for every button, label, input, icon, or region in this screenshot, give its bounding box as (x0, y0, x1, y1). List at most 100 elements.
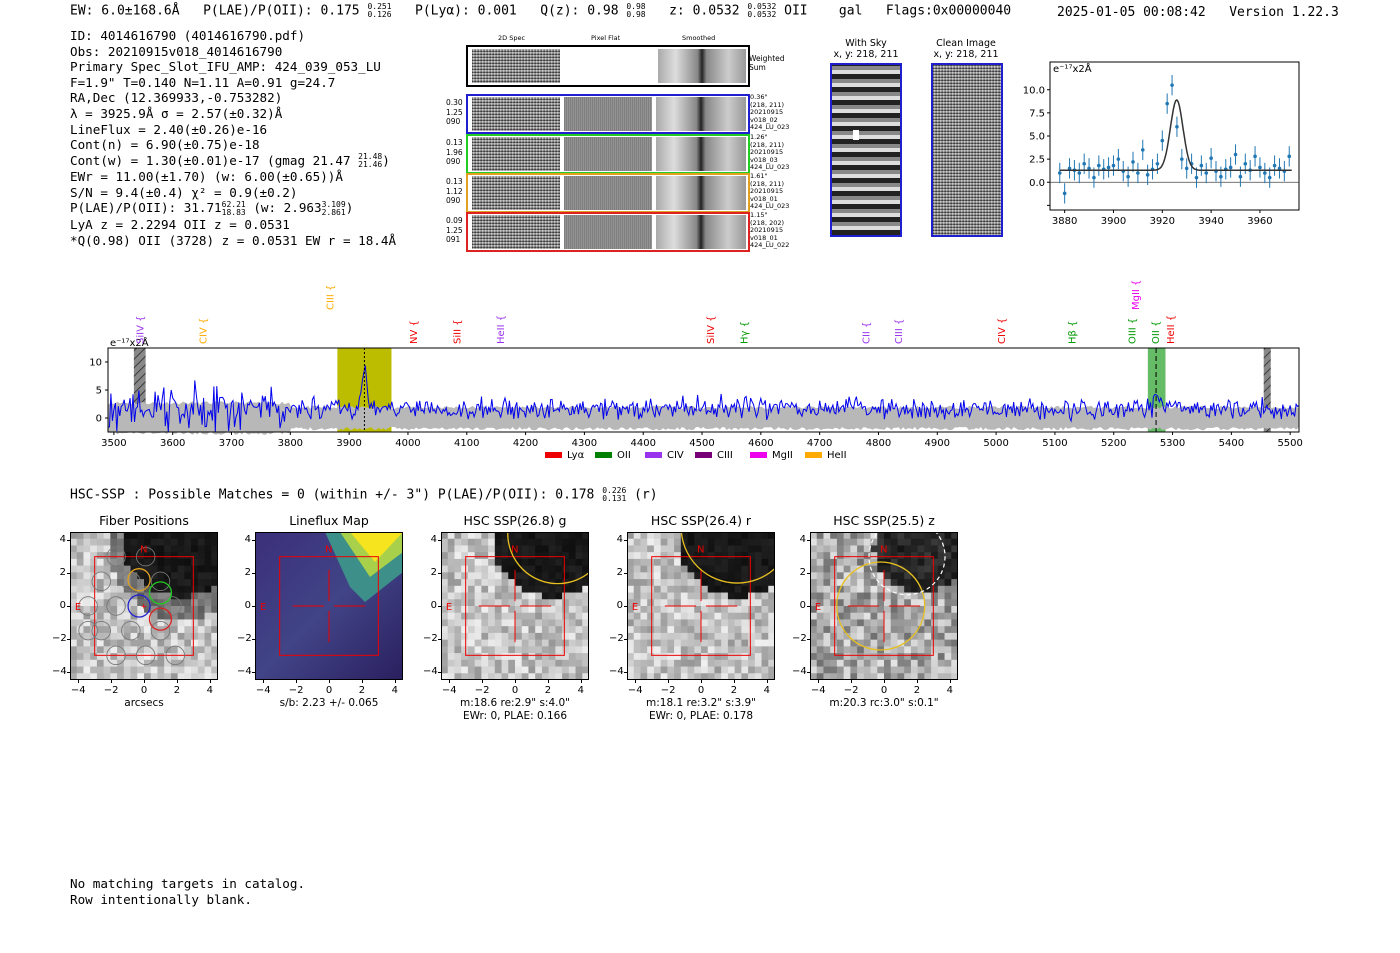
fit-data-point (1165, 101, 1169, 106)
spec-legend-swatch (545, 452, 562, 458)
panel-ytick-label: 4 (59, 534, 66, 546)
panel-aperture-box (94, 556, 194, 656)
panel-ytick (252, 606, 255, 607)
fit-data-point (1277, 166, 1282, 171)
cutout-right-1: 0.36" (218, 211) 20210915 v018_02 424_LU_023 (750, 93, 789, 132)
panel-xtick-label: 0 (511, 685, 519, 696)
spec-ytick-label: 10 (89, 358, 102, 369)
svg-text:HeII {: HeII { (1166, 315, 1177, 344)
cutout-left-value: 0.13 (446, 177, 463, 186)
panel-xtick-label: 2 (913, 685, 921, 696)
info-fwhm: F=1.9" T=0.140 N=1.11 A=0.91 g=24.7 (70, 74, 336, 90)
fit-xtick-label: 3920 (1150, 216, 1175, 227)
spec-legend-label: CIII (717, 450, 733, 461)
info-q: *Q(0.98) OII (3728) z = 0.0531 EW r = 18… (70, 232, 397, 248)
header-ew: EW: 6.0±168.6Å (70, 3, 180, 19)
spec-xtick-label: 4500 (689, 438, 714, 449)
panel-ytick (807, 540, 810, 542)
fit-gaussian-curve (1059, 98, 1292, 171)
panel-ytick-label: 4 (244, 534, 251, 546)
fit-data-point (1228, 165, 1233, 170)
fit-data-point (1131, 160, 1135, 164)
with-sky-image (830, 63, 902, 237)
panel-ytick (624, 540, 627, 542)
panel-aperture-box (651, 556, 751, 656)
panel-image-3: NE (441, 532, 589, 680)
hsc-ellipse (680, 532, 775, 584)
panel-caption-5: m:20.3 rc:3.0" s:0.1" (829, 697, 939, 709)
svg-text:OII {: OII { (1151, 321, 1162, 344)
fiber-circle-highlight (148, 581, 173, 605)
info-lambda: λ = 3925.9Å σ = 2.57(±0.32)Å (70, 105, 283, 121)
panel-xtick-label: −2 (474, 685, 490, 696)
panel-ytick-label: −4 (609, 665, 624, 677)
fiber-circle (106, 645, 126, 666)
panel-ytick-label: −2 (792, 632, 807, 644)
panel-xtick-label: 0 (325, 685, 333, 696)
fiber-circle (78, 596, 98, 616)
panel-frame (627, 532, 775, 680)
info-ewr: EWr = 11.00(±1.70) (w: 6.00(±0.65))Å (70, 169, 343, 185)
fit-xtick-label: 3940 (1198, 216, 1223, 227)
fit-data-point (1263, 171, 1267, 175)
svg-text:HeII {: HeII { (496, 315, 507, 344)
spec-legend-label: CIV (667, 450, 684, 461)
panel-ytick-label: −4 (792, 665, 807, 677)
fiber-circle (106, 546, 126, 567)
fit-data-point (1219, 174, 1223, 179)
panel-xtick-label: 2 (544, 685, 552, 696)
panel-xtick (78, 680, 80, 683)
spec-xtick-label: 4900 (925, 438, 950, 449)
cutout-flat-2 (564, 137, 652, 171)
weighted-sum-cutout (466, 45, 750, 87)
panel-ytick (252, 671, 255, 673)
info-block: ID: 4014616790 (4014616790.pdf) Obs: 202… (70, 28, 396, 248)
info-radec: RA,Dec (12.369933,-0.753282) (70, 90, 283, 106)
full-spectrum-chart: 0 5 10 3500 3600 3700 3800 3900 4000 4100 4200 4300… (89, 280, 1303, 461)
spec-line-label: CIV { (198, 318, 209, 344)
panel-ytick-label: 2 (430, 567, 437, 579)
panel-xtick (949, 680, 951, 683)
panel-xtick-label: 4 (391, 685, 398, 696)
fiber-circle (91, 620, 111, 641)
panel-title-3: HSC SSP(26.8) g (463, 513, 567, 528)
fit-data-point (1082, 161, 1086, 166)
spec-flux-line (107, 365, 1300, 433)
spec-xtick-label: 4300 (572, 438, 597, 449)
spec-ylabel: e⁻¹⁷x2Å (110, 336, 149, 349)
hsc-dashed-ellipse (868, 532, 946, 596)
panel-xtick-label: 2 (173, 685, 181, 696)
panel-ytick-label: 0 (59, 600, 66, 611)
panel-xtick-label: −4 (441, 685, 457, 696)
spec-xtick-label: 4200 (513, 438, 538, 449)
panel-frame (70, 532, 218, 680)
panel-ytick-label: 4 (430, 534, 437, 546)
panel-xtick (449, 680, 451, 683)
panel-xtick (701, 680, 702, 683)
fiber-circle (165, 645, 185, 666)
cutout-right-value: 20210915 (750, 148, 784, 156)
svg-text:CIV {: CIV { (198, 318, 209, 344)
panel-xtick (209, 680, 211, 683)
panel-xtick-label: −2 (660, 685, 676, 696)
header-z: z: 0.0532 (669, 3, 740, 19)
panel-ytick-label: −4 (423, 665, 438, 677)
cutout-right-value: v018_01 (750, 194, 778, 203)
panel-xtick-label: 2 (730, 685, 738, 696)
hsc-summary: HSC-SSP : Possible Matches = 0 (within +… (70, 486, 658, 503)
header-plya: P(Lyα): 0.001 (415, 3, 517, 19)
spec-xtick-label: 5100 (1042, 438, 1067, 449)
info-plae: P(LAE)/P(OII): 31.71 62.21 18.83 (w: 2.963… (70, 199, 354, 217)
fit-xtick-label: 3960 (1247, 216, 1272, 227)
panel-xtick (884, 680, 885, 683)
panel-ytick-label: 0 (244, 600, 251, 611)
fiber-circle (135, 546, 156, 567)
panel-ytick-label: 0 (616, 600, 623, 611)
svg-text:SiIV {: SiIV { (706, 316, 717, 344)
spec-masked-region (1263, 348, 1271, 432)
cutout-right-value: 424_LU_023 (750, 163, 790, 171)
spec-xtick-label: 4100 (454, 438, 479, 449)
panel-xtick-label: 0 (140, 685, 148, 696)
fit-data-point (1233, 152, 1238, 157)
panel-title-5: HSC SSP(25.5) z (833, 513, 935, 528)
